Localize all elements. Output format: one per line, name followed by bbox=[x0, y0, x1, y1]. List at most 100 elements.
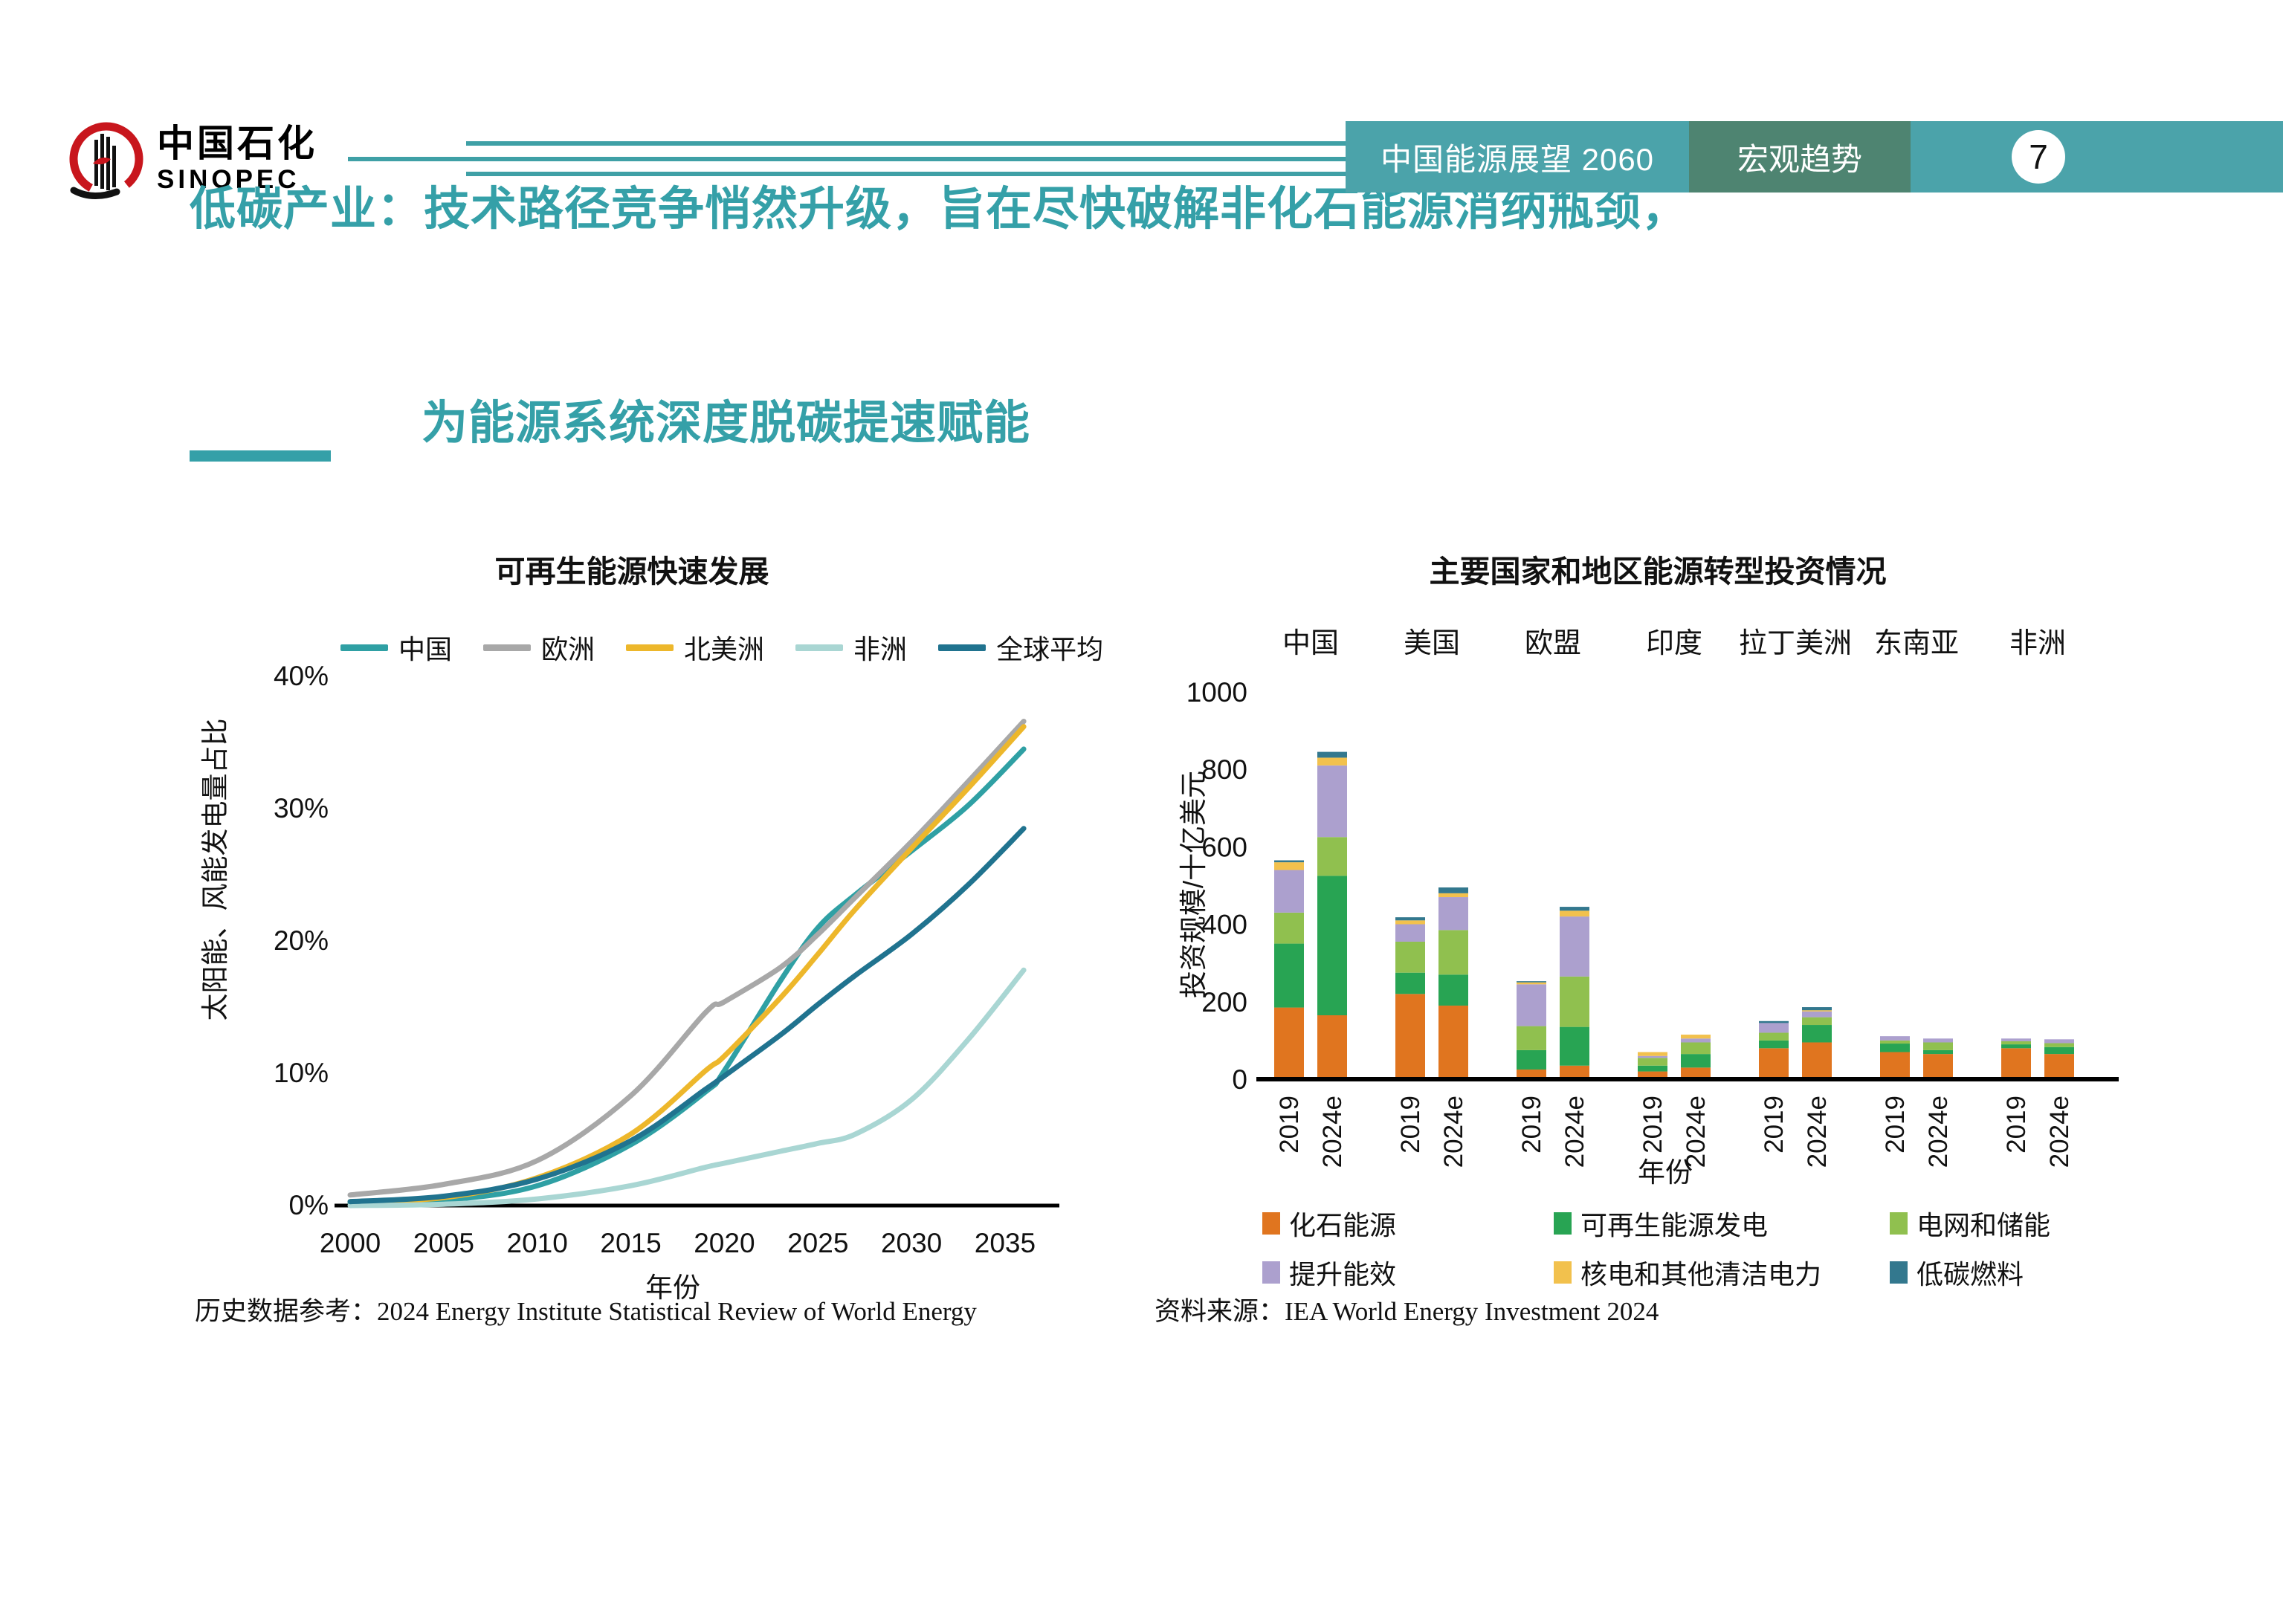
bar-segment-电网和储能 bbox=[1681, 1042, 1711, 1055]
bar-segment-提升能效 bbox=[1274, 870, 1304, 913]
sinopec-logo: 中国石化 SINOPEC bbox=[63, 117, 317, 205]
legend-swatch-icon bbox=[483, 644, 532, 651]
legend-label: 核电和其他清洁电力 bbox=[1580, 1259, 1822, 1290]
bar-segment-可再生能源发电 bbox=[1517, 1049, 1546, 1070]
legend-label: 低碳燃料 bbox=[1917, 1259, 2024, 1290]
axis-tick-label: 2020 bbox=[694, 1228, 755, 1258]
legend-swatch-icon bbox=[1262, 1212, 1280, 1235]
legend-item: 提升能效 bbox=[1262, 1253, 1554, 1292]
bar-segment-提升能效 bbox=[1681, 1038, 1711, 1043]
axis-tick-label: 10% bbox=[274, 1058, 329, 1088]
bar-segment-可再生能源发电 bbox=[1560, 1026, 1589, 1066]
legend-swatch-icon bbox=[1890, 1212, 1908, 1235]
line-series-北美洲 bbox=[347, 724, 1027, 1205]
axis-tick-label: 40% bbox=[274, 661, 329, 691]
y-axis-title: 投资规模/十亿美元 bbox=[1178, 771, 1209, 998]
line-series-中国 bbox=[347, 746, 1027, 1206]
legend-swatch-icon bbox=[626, 644, 674, 651]
title-underline bbox=[190, 450, 331, 462]
bar-segment-低碳燃料 bbox=[1560, 907, 1589, 911]
axis-tick-label: 2025 bbox=[787, 1228, 848, 1258]
logo-name-cn: 中国石化 bbox=[157, 123, 317, 164]
bar-segment-提升能效 bbox=[1880, 1036, 1910, 1041]
legend-swatch-icon bbox=[795, 644, 844, 651]
bar-segment-核电和其他清洁电力 bbox=[1317, 757, 1347, 766]
bar-segment-化石能源 bbox=[1759, 1048, 1789, 1079]
legend-item: 中国 bbox=[340, 628, 452, 667]
legend-swatch-icon bbox=[1554, 1261, 1572, 1284]
legend-item: 低碳燃料 bbox=[1890, 1253, 2050, 1292]
bar-chart-title: 主要国家和地区能源转型投资情况 bbox=[1429, 554, 1887, 589]
y-axis-title: 太阳能、风能发电量占比 bbox=[200, 719, 230, 1021]
header-accent-line-top bbox=[466, 141, 1346, 146]
axis-tick-label: 2035 bbox=[975, 1228, 1036, 1258]
bar-segment-提升能效 bbox=[1638, 1055, 1667, 1058]
bar-segment-可再生能源发电 bbox=[1638, 1065, 1667, 1072]
bar-segment-可再生能源发电 bbox=[1681, 1054, 1711, 1068]
bar-segment-电网和储能 bbox=[1802, 1017, 1832, 1026]
legend-item: 非洲 bbox=[795, 628, 907, 667]
line-chart-legend: 中国 欧洲 北美洲 非洲 全球平均 bbox=[340, 628, 1103, 667]
region-label: 非洲 bbox=[2009, 628, 2066, 659]
bar-segment-提升能效 bbox=[2044, 1039, 2074, 1044]
bar-year-label: 2019 bbox=[1881, 1096, 1910, 1154]
bar-year-label: 2024e bbox=[1803, 1096, 1832, 1168]
bar-segment-化石能源 bbox=[1880, 1052, 1910, 1079]
legend-item: 化石能源 bbox=[1262, 1204, 1554, 1243]
bar-segment-电网和储能 bbox=[1274, 912, 1304, 944]
bar-segment-化石能源 bbox=[1681, 1067, 1711, 1079]
header-doc-title: 中国能源展望 2060 bbox=[1380, 141, 1655, 177]
logo-name-en: SINOPEC bbox=[157, 165, 300, 194]
legend-label: 欧洲 bbox=[541, 634, 595, 664]
bar-segment-电网和储能 bbox=[1880, 1040, 1910, 1044]
legend-swatch-icon bbox=[1554, 1212, 1572, 1235]
bar-year-label: 2024e bbox=[1924, 1096, 1953, 1168]
bar-segment-电网和储能 bbox=[1395, 941, 1425, 973]
bar-segment-可再生能源发电 bbox=[1395, 972, 1425, 994]
bar-segment-电网和储能 bbox=[1438, 930, 1468, 975]
sinopec-logo-icon bbox=[69, 122, 143, 199]
bar-segment-低碳燃料 bbox=[1517, 981, 1546, 983]
bar-segment-化石能源 bbox=[1395, 994, 1425, 1079]
line-series-欧洲 bbox=[347, 719, 1027, 1198]
bar-segment-电网和储能 bbox=[1923, 1042, 1953, 1050]
bar-year-label: 2024e bbox=[1439, 1096, 1468, 1168]
legend-item: 欧洲 bbox=[483, 628, 595, 667]
bar-segment-可再生能源发电 bbox=[1438, 974, 1468, 1006]
legend-label: 中国 bbox=[398, 634, 453, 664]
line-series-非洲 bbox=[347, 967, 1027, 1209]
bar-segment-电网和储能 bbox=[1517, 1026, 1546, 1050]
bar-year-label: 2024e bbox=[1682, 1096, 1711, 1168]
bar-year-label: 2019 bbox=[1760, 1096, 1789, 1154]
axis-tick-label: 2030 bbox=[881, 1228, 942, 1258]
renewables-share-line-chart: 0% 10% 20% 30% 40% 太阳能、风能发电量占比 2000 2005 2010 201… bbox=[200, 661, 1059, 1303]
region-label: 拉丁美洲 bbox=[1739, 628, 1852, 659]
bar-year-label: 2019 bbox=[2002, 1096, 2031, 1154]
x-axis-title: 年份 bbox=[645, 1272, 700, 1303]
legend-label: 电网和储能 bbox=[1917, 1210, 2051, 1240]
bar-segment-化石能源 bbox=[1274, 1007, 1304, 1079]
header-accent-line-bottom bbox=[466, 172, 1346, 176]
legend-label: 提升能效 bbox=[1289, 1259, 1397, 1290]
region-label: 欧盟 bbox=[1525, 628, 1581, 659]
axis-tick-label: 200 bbox=[1201, 987, 1247, 1018]
bar-segment-化石能源 bbox=[1923, 1054, 1953, 1079]
bar-segment-核电和其他清洁电力 bbox=[1560, 910, 1589, 917]
header-section-tab[interactable]: 宏观趋势 bbox=[1689, 121, 1911, 193]
region-label: 印度 bbox=[1646, 628, 1702, 659]
bar-year-label: 2019 bbox=[1396, 1096, 1425, 1154]
bar-segment-核电和其他清洁电力 bbox=[1681, 1035, 1711, 1039]
bar-segment-低碳燃料 bbox=[1274, 860, 1304, 863]
bar-segment-化石能源 bbox=[2044, 1054, 2074, 1079]
axis-tick-label: 2000 bbox=[320, 1228, 381, 1258]
bar-segment-可再生能源发电 bbox=[2001, 1044, 2031, 1049]
header-accent-line-middle bbox=[348, 157, 1346, 161]
axis-tick-label: 20% bbox=[274, 925, 329, 956]
bar-segment-提升能效 bbox=[1517, 984, 1546, 1026]
axis-tick-label: 30% bbox=[274, 793, 329, 824]
investment-stacked-bar-chart: 0 200 400 600 800 1000 投资规模/十亿美元 中国 2019 2024e 美国 2… bbox=[1178, 628, 2119, 1188]
legend-swatch-icon bbox=[938, 644, 986, 651]
bar-segment-可再生能源发电 bbox=[2044, 1046, 2074, 1055]
bar-segment-可再生能源发电 bbox=[1759, 1040, 1789, 1049]
axis-tick-label: 2005 bbox=[413, 1228, 474, 1258]
